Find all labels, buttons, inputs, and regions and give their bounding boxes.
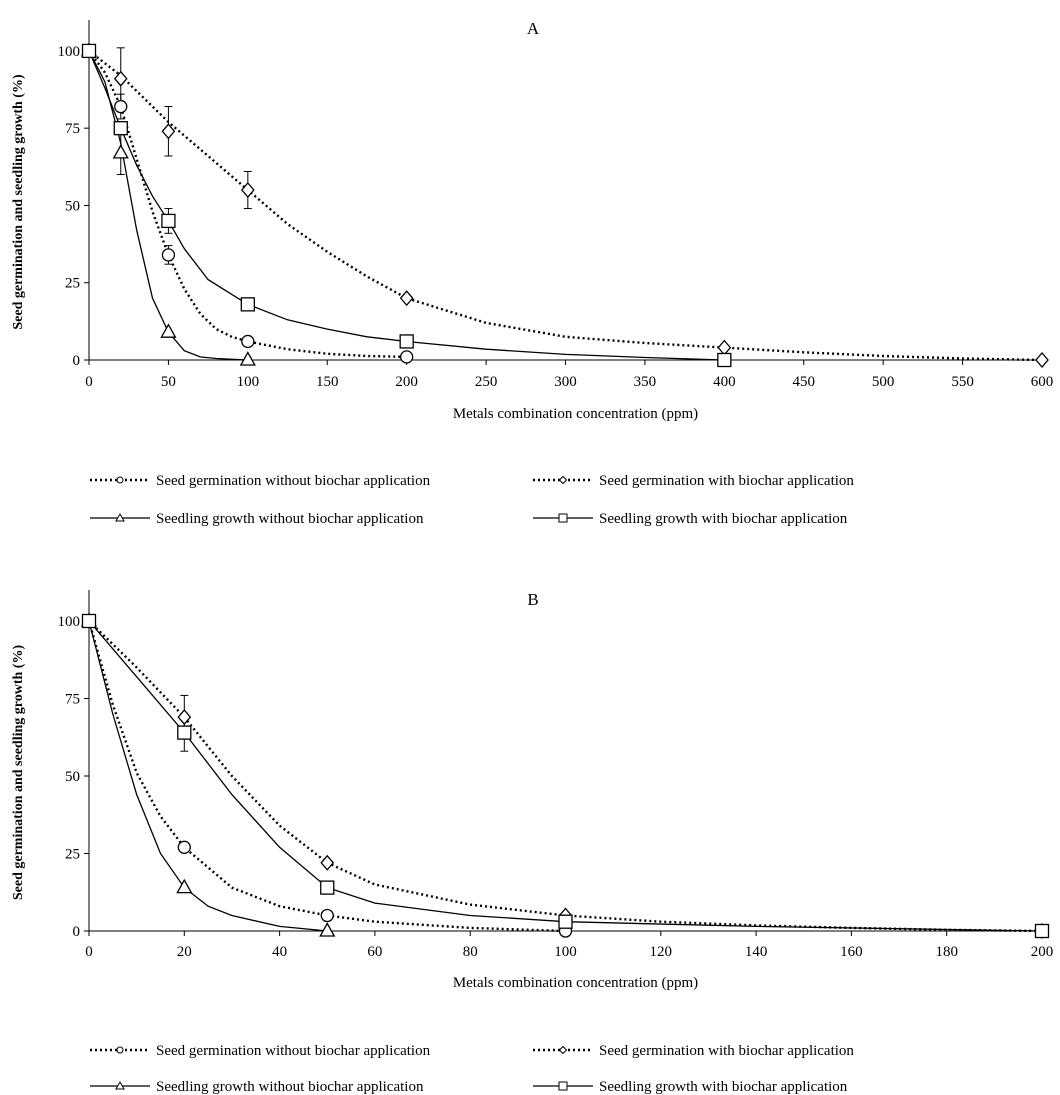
data-point-diamond [161, 123, 176, 140]
y-axis-label: Seed germination and seedling growth (%) [11, 645, 26, 901]
series-line-triangle [88, 50, 248, 361]
data-point-square [558, 914, 573, 929]
legend-marker-square [558, 1081, 568, 1091]
legend-label: Seedling growth with biochar application [599, 511, 848, 527]
data-point-diamond [717, 339, 732, 356]
y-tick-label: 25 [65, 276, 80, 292]
x-axis-label: Metals combination concentration (ppm) [453, 975, 698, 991]
data-point-square [240, 297, 255, 312]
x-tick-label: 200 [395, 374, 418, 390]
legend-label: Seedling growth without biochar applicat… [156, 511, 424, 527]
x-tick-label: 550 [951, 374, 974, 390]
y-tick-label: 0 [73, 924, 81, 940]
data-point-triangle [160, 323, 177, 338]
legend-label: Seed germination without biochar applica… [156, 473, 431, 489]
x-tick-label: 250 [475, 374, 498, 390]
legend-label: Seed germination with biochar applicatio… [599, 473, 854, 489]
data-point-square [399, 334, 414, 349]
x-tick-label: 160 [840, 944, 863, 960]
x-tick-label: 200 [1031, 944, 1054, 960]
data-point-square [320, 880, 335, 895]
series-line-triangle [88, 620, 328, 932]
data-point-triangle [176, 878, 193, 894]
series-line-circle [87, 620, 566, 933]
data-point-square [161, 213, 176, 229]
legend-marker-diamond [558, 475, 568, 485]
x-tick-label: 140 [745, 944, 768, 960]
chart-title: A [527, 19, 540, 38]
x-tick-label: 600 [1031, 374, 1054, 390]
data-point-diamond [240, 182, 255, 198]
x-tick-label: 450 [793, 374, 816, 390]
data-point-square [81, 43, 97, 59]
data-point-diamond [113, 70, 128, 87]
x-tick-label: 50 [161, 374, 176, 390]
legend-marker-square [558, 513, 568, 523]
legend-marker-circle [116, 476, 124, 484]
y-tick-label: 50 [65, 769, 80, 785]
series-line-square [88, 50, 725, 361]
x-axis-label: Metals combination concentration (ppm) [453, 406, 698, 422]
legend-marker-circle [116, 1046, 124, 1054]
x-tick-label: 60 [367, 944, 382, 960]
data-point-square [177, 725, 192, 740]
legend-label: Seed germination without biochar applica… [156, 1043, 431, 1059]
data-point-diamond [320, 854, 335, 871]
data-point-diamond [177, 709, 192, 726]
x-tick-label: 120 [650, 944, 673, 960]
data-point-diamond [399, 290, 414, 307]
data-point-circle [161, 248, 176, 262]
data-point-circle [400, 350, 414, 364]
legend-label: Seedling growth without biochar applicat… [156, 1079, 424, 1095]
legend-marker-triangle [115, 1080, 125, 1090]
data-point-triangle [239, 351, 256, 366]
data-point-square [717, 352, 732, 368]
chart-panel-A: 0 50 100 150 200 250 300 350 400 450 500 550 600 0 25 5… [11, 19, 1053, 527]
legend-label: Seed germination with biochar applicatio… [599, 1043, 854, 1059]
x-tick-label: 40 [272, 944, 287, 960]
series-line-circle [88, 50, 407, 359]
x-tick-label: 500 [872, 374, 895, 390]
y-tick-label: 0 [73, 353, 81, 369]
x-tick-label: 350 [634, 374, 657, 390]
data-point-circle [241, 334, 255, 349]
data-point-square [113, 121, 128, 136]
y-tick-label: 50 [65, 198, 80, 214]
x-tick-label: 20 [177, 944, 192, 960]
x-tick-label: 0 [85, 944, 93, 960]
y-axis-label: Seed germination and seedling growth (%) [11, 74, 26, 330]
data-point-triangle [319, 922, 336, 937]
legend-label: Seedling growth with biochar application [599, 1079, 848, 1095]
y-tick-label: 100 [58, 44, 81, 60]
series-line-diamond [88, 620, 1043, 933]
y-tick-label: 100 [58, 614, 81, 630]
series-line-diamond [88, 49, 1043, 362]
data-point-triangle [112, 144, 129, 159]
chart-panel-B: 0 20 40 60 80 100 120 140 160 180 200 0 25 50 75 100 B Me… [11, 590, 1053, 1095]
data-point-diamond [1035, 352, 1049, 368]
x-tick-label: 300 [554, 374, 577, 390]
x-tick-label: 400 [713, 374, 736, 390]
x-tick-label: 100 [237, 374, 260, 390]
x-tick-label: 80 [463, 944, 478, 960]
x-tick-label: 150 [316, 374, 339, 390]
legend: Seed germination without biochar applica… [90, 473, 854, 527]
legend-marker-triangle [115, 512, 125, 522]
y-tick-label: 25 [65, 847, 80, 863]
data-point-square [81, 613, 97, 629]
legend: Seed germination without biochar applica… [90, 1043, 854, 1095]
legend-marker-diamond [558, 1045, 568, 1055]
x-tick-label: 0 [85, 374, 93, 390]
x-tick-label: 180 [935, 944, 958, 960]
x-tick-label: 100 [554, 944, 577, 960]
chart-title: B [527, 590, 538, 609]
data-point-circle [114, 99, 128, 114]
data-point-circle [177, 840, 191, 854]
data-point-square [1034, 923, 1050, 939]
y-tick-label: 75 [65, 692, 80, 708]
y-tick-label: 75 [65, 121, 80, 137]
data-point-circle [320, 908, 334, 923]
